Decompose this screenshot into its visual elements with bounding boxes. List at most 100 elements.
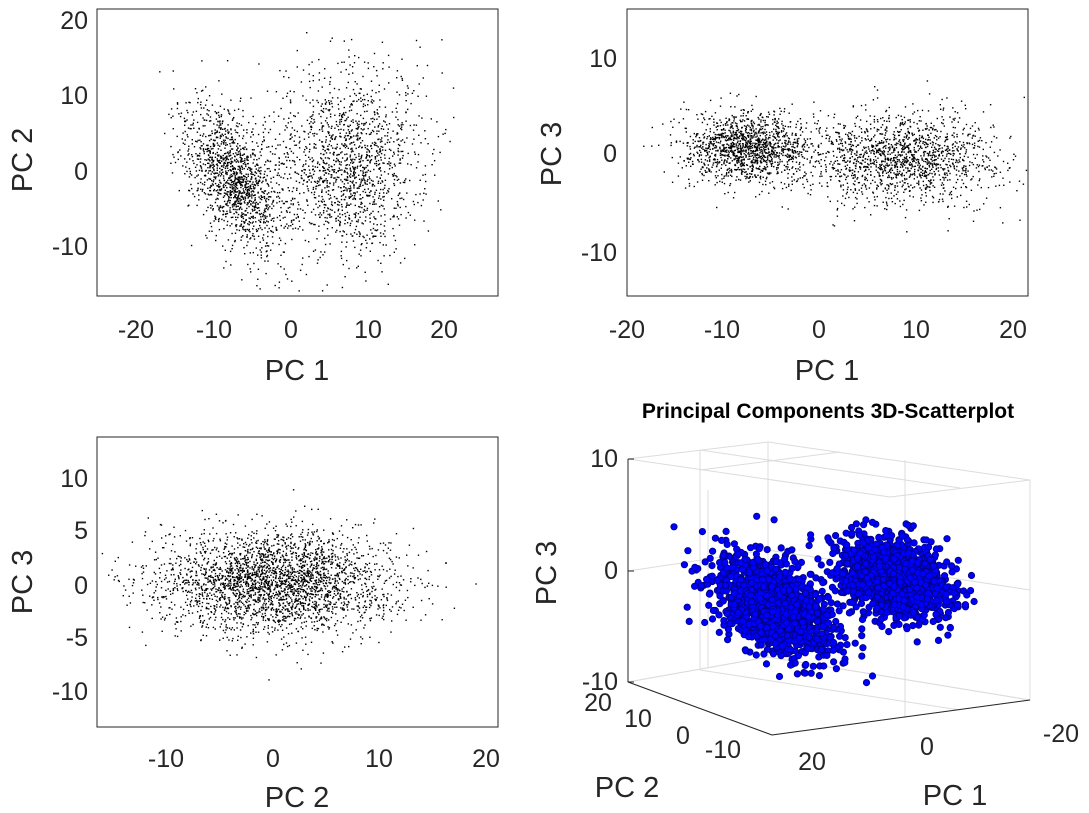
scatter-point (312, 208, 315, 211)
scatter-point (380, 159, 382, 161)
scatter-point (339, 216, 341, 219)
scatter-point (887, 165, 890, 167)
scatter-point (899, 200, 901, 202)
scatter-point (792, 155, 794, 157)
scatter-point (784, 125, 787, 127)
scatter-point (871, 144, 873, 146)
scatter-point (940, 152, 943, 154)
scatter-point (769, 144, 771, 146)
scatter-point (312, 168, 314, 170)
scatter-point (217, 185, 219, 187)
scatter-point (339, 119, 341, 121)
scatter-point (323, 146, 325, 148)
scatter-point (350, 130, 353, 132)
scatter-point (177, 158, 179, 161)
scatter-point (365, 247, 368, 249)
scatter-point (324, 157, 327, 159)
scatter-point (224, 249, 226, 251)
scatter-point (228, 196, 230, 199)
scatter-point (352, 121, 354, 124)
scatter-point (220, 189, 222, 191)
scatter-point (246, 202, 249, 204)
scatter-point (178, 189, 180, 192)
scatter-point (263, 190, 266, 192)
scatter-point (370, 212, 372, 214)
scatter-point (264, 221, 267, 224)
scatter-point (788, 148, 790, 150)
scatter-point (726, 135, 729, 137)
scatter-point (267, 204, 269, 206)
scatter-point (329, 92, 331, 94)
scatter-point (194, 166, 197, 168)
scatter-point (374, 217, 376, 220)
scatter-point (254, 217, 256, 219)
scatter-point (884, 159, 886, 161)
scatter-point (361, 202, 363, 205)
scatter-point (355, 212, 357, 214)
scatter-point (917, 160, 920, 163)
scatter-point (281, 188, 283, 190)
scatter-point (199, 139, 201, 141)
scatter-point (283, 268, 285, 270)
scatter-point (242, 179, 245, 181)
scatter-point (394, 239, 397, 242)
scatter-point (396, 70, 399, 72)
scatter-point (234, 177, 237, 180)
scatter-point (743, 164, 745, 167)
scatter-point (239, 203, 242, 206)
scatter-point (376, 75, 378, 77)
scatter-point (378, 91, 380, 93)
scatter-point (234, 194, 237, 196)
scatter-point (322, 111, 325, 113)
scatter-point (752, 142, 754, 144)
scatter-point (379, 150, 382, 152)
scatter-point (280, 211, 283, 213)
scatter-point (249, 217, 251, 220)
scatter-point (204, 159, 206, 161)
scatter-point (782, 151, 785, 154)
scatter-point (259, 151, 261, 153)
scatter-point (781, 148, 783, 150)
scatter-point (367, 149, 369, 151)
scatter-point (288, 117, 290, 119)
scatter-point (728, 119, 731, 121)
scatter-point (830, 143, 833, 145)
scatter-point (346, 188, 348, 190)
scatter-point (300, 177, 303, 179)
scatter-point (223, 143, 225, 145)
scatter-point (368, 195, 370, 197)
scatter-point (318, 230, 320, 232)
scatter-point (318, 72, 321, 74)
scatter-point (748, 142, 751, 144)
scatter-point (721, 153, 723, 156)
scatter-point (434, 174, 436, 176)
scatter-point (184, 173, 186, 175)
scatter-point (706, 167, 708, 169)
scatter-point (775, 154, 777, 156)
scatter-point (207, 162, 209, 164)
scatter-point (417, 153, 420, 156)
scatter-point (753, 153, 755, 155)
scatter-point (894, 186, 896, 189)
scatter-point (748, 125, 750, 127)
scatter-point (998, 184, 1001, 187)
scatter-point (253, 206, 255, 208)
scatter-point (929, 150, 931, 153)
scatter-point (739, 135, 741, 137)
scatter-point (361, 222, 363, 224)
scatter-point (359, 92, 361, 95)
scatter-point (195, 140, 197, 142)
scatter-point (783, 134, 785, 137)
scatter-point (897, 114, 900, 117)
scatter-point (781, 160, 783, 163)
scatter-point (944, 157, 946, 160)
scatter-point (750, 137, 752, 139)
scatter-point (361, 122, 363, 125)
scatter-point (218, 125, 220, 127)
scatter-point (747, 151, 750, 154)
scatter-point (727, 124, 729, 126)
scatter-point (734, 149, 736, 151)
scatter-point (950, 158, 953, 160)
scatter-point (347, 173, 349, 175)
scatter-point (692, 142, 694, 144)
